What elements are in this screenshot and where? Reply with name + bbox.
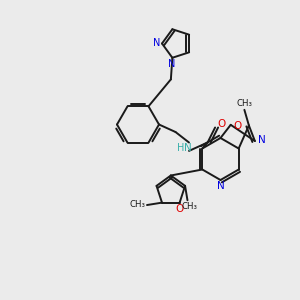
Text: H: H [177,142,184,153]
Text: CH₃: CH₃ [182,202,198,211]
Text: O: O [218,119,226,129]
Text: N: N [184,142,191,153]
Text: N: N [217,181,224,191]
Text: N: N [258,134,266,145]
Text: N: N [153,38,160,49]
Text: CH₃: CH₃ [236,99,252,108]
Text: CH₃: CH₃ [129,200,146,209]
Text: O: O [233,121,242,131]
Text: N: N [168,59,176,69]
Text: O: O [176,204,184,214]
